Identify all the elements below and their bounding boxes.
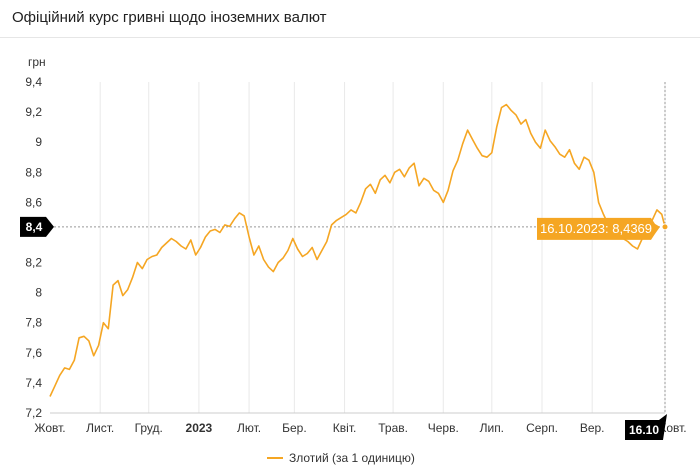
x-tick-label: Лист. [86, 421, 114, 435]
x-tick-label: Жовт. [34, 421, 65, 435]
series-line-zloty[interactable] [49, 103, 666, 397]
chart-header: Офіційний курс гривні щодо іноземних вал… [0, 0, 700, 38]
crosshair-y-flag-bg [20, 216, 54, 237]
x-tick-label: Бер. [282, 421, 307, 435]
x-tick-label: Лип. [480, 421, 504, 435]
x-axis: Жовт. Лист. Груд. 2023 Лют. Бер. Квіт. Трав. Чер… [34, 421, 686, 435]
y-axis: 9,4 9,2 9 8,8 8,6 8,2 8 7,8 7,6 7,4 7,2 [25, 75, 42, 420]
tooltip-text: 16.10.2023: 8,4369 [540, 221, 652, 236]
x-tick-label: Груд. [135, 421, 163, 435]
x-tick-label: Трав. [378, 421, 408, 435]
y-tick-label: 9,4 [25, 75, 42, 89]
y-tick-label: 8 [35, 286, 42, 300]
crosshair-x-value: 16.10 [629, 423, 659, 437]
x-tick-label: Черв. [428, 421, 459, 435]
y-tick-label: 8,6 [25, 195, 42, 209]
tooltip-bg [537, 217, 660, 240]
hover-point [661, 223, 669, 231]
legend[interactable]: Злотий (за 1 одиницю) [267, 451, 415, 465]
y-tick-label: 8,2 [25, 256, 42, 270]
y-tick-label: 7,2 [25, 406, 42, 420]
crosshair-y-value: 8,4 [26, 220, 43, 234]
chart-title: Офіційний курс гривні щодо іноземних вал… [12, 9, 327, 26]
x-tick-label: Серп. [526, 421, 558, 435]
crosshair-y-flag: 8,4 [20, 216, 54, 237]
y-tick-label: 9,2 [25, 105, 42, 119]
crosshair-x-flag-bg [625, 414, 667, 440]
tooltip: 16.10.2023: 8,4369 [537, 217, 660, 240]
legend-label[interactable]: Злотий (за 1 одиницю) [289, 451, 415, 465]
x-tick-label: Квіт. [333, 421, 357, 435]
y-tick-label: 8,8 [25, 165, 42, 179]
x-tick-label: Вер. [580, 421, 605, 435]
y-tick-label: 9 [35, 135, 42, 149]
y-tick-label: 7,4 [25, 376, 42, 390]
y-tick-label: 7,8 [25, 316, 42, 330]
y-axis-unit: грн [28, 55, 46, 69]
x-tick-label: Лют. [237, 421, 261, 435]
y-tick-label: 7,6 [25, 346, 42, 360]
crosshair-x-flag: 16.10 [625, 414, 667, 440]
x-tick-label: 2023 [186, 421, 213, 435]
